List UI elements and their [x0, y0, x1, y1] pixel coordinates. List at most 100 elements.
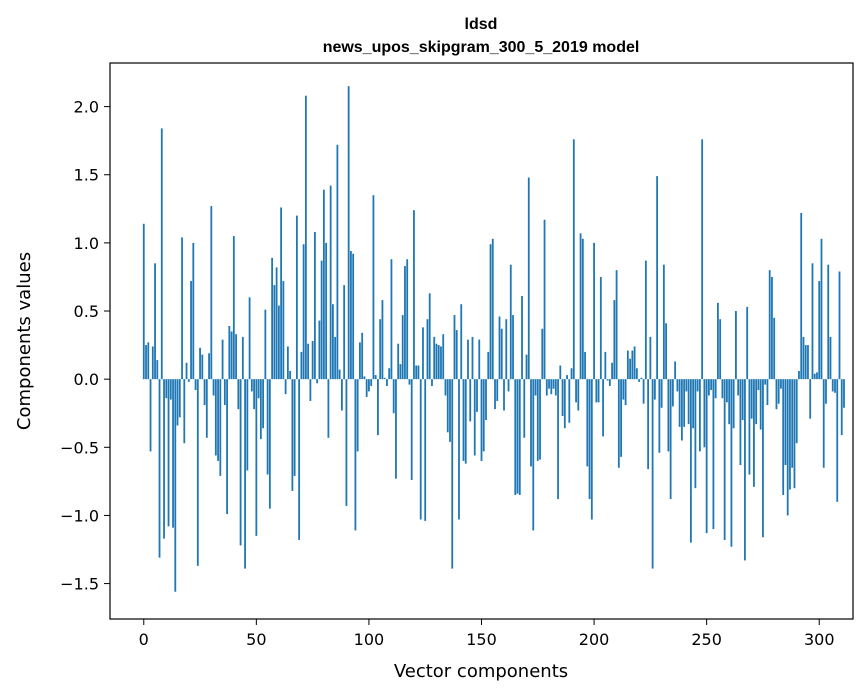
bar [622, 379, 625, 400]
bar [759, 379, 762, 430]
bar [782, 379, 785, 495]
bar [431, 379, 433, 386]
bar [649, 336, 652, 380]
bar [791, 379, 794, 468]
bar [397, 343, 400, 380]
bar [491, 238, 494, 380]
bar [557, 379, 559, 500]
bar [599, 276, 602, 380]
bar [437, 345, 440, 380]
bar [692, 379, 695, 429]
bar [347, 86, 350, 380]
bar [543, 219, 546, 380]
bar [334, 336, 337, 380]
bar [572, 139, 575, 380]
bar [764, 379, 767, 385]
bar [372, 195, 375, 380]
bar [786, 379, 789, 516]
bar [377, 379, 379, 436]
bar [442, 334, 445, 380]
bar [552, 379, 555, 389]
bar [755, 379, 758, 425]
bar [388, 368, 391, 380]
bar [836, 379, 839, 502]
bar [811, 263, 814, 380]
bar [325, 242, 328, 380]
bar [773, 317, 776, 380]
bar [422, 327, 424, 380]
bar [341, 379, 343, 411]
bar [280, 207, 283, 380]
x-axis: 0 50 100 150 200 250 300 [139, 619, 835, 649]
bar [816, 372, 818, 380]
bar [500, 328, 503, 380]
x-tick-label: 150 [466, 630, 497, 649]
bar [563, 379, 566, 429]
bar [277, 305, 280, 380]
bar [595, 379, 598, 403]
bar [476, 379, 478, 412]
bar [480, 379, 483, 461]
bar [275, 267, 278, 380]
bar [581, 238, 584, 380]
bar [253, 379, 255, 410]
bar [404, 266, 406, 380]
bar [667, 379, 670, 452]
bar [530, 379, 532, 467]
bar [221, 339, 224, 380]
bar [714, 379, 717, 399]
bar [590, 379, 593, 520]
bar [246, 379, 249, 471]
bar [352, 253, 355, 380]
y-tick-label: 0.5 [74, 302, 99, 321]
bar [361, 332, 364, 380]
bar [521, 296, 523, 380]
y-tick-label: 2.0 [74, 98, 99, 117]
bar [455, 330, 458, 380]
bar [696, 379, 699, 392]
bar [613, 300, 616, 380]
bar [336, 144, 339, 380]
bar [671, 379, 674, 407]
bar [570, 368, 573, 380]
bar [451, 379, 454, 569]
bar [503, 379, 505, 411]
bar [789, 379, 791, 490]
bar [327, 379, 330, 438]
bar [345, 379, 348, 506]
bar [687, 379, 690, 425]
bar [390, 259, 393, 380]
bar [615, 270, 618, 380]
bar [343, 285, 346, 380]
bar [383, 377, 386, 380]
bar [586, 379, 589, 467]
bar [746, 306, 749, 380]
bar [505, 319, 508, 380]
bar [534, 379, 537, 396]
bar [147, 342, 150, 380]
bar [662, 264, 665, 380]
bar [548, 379, 550, 389]
bar [379, 319, 382, 380]
bar [237, 379, 240, 410]
bar [181, 237, 183, 380]
bar [680, 379, 683, 441]
bar [840, 379, 843, 436]
bar [142, 223, 145, 380]
bar [190, 281, 192, 380]
bar [273, 285, 276, 380]
bar [259, 379, 262, 440]
bar [631, 350, 634, 380]
bar [771, 276, 773, 380]
bar [469, 379, 472, 422]
bar [597, 379, 600, 403]
bar [444, 379, 447, 396]
bar [559, 365, 562, 380]
bar [368, 379, 370, 392]
bar [653, 379, 656, 400]
bar [471, 336, 474, 380]
bar [660, 379, 663, 408]
bar [293, 379, 296, 476]
bar [748, 379, 751, 475]
y-axis-label: Components values [14, 252, 35, 430]
